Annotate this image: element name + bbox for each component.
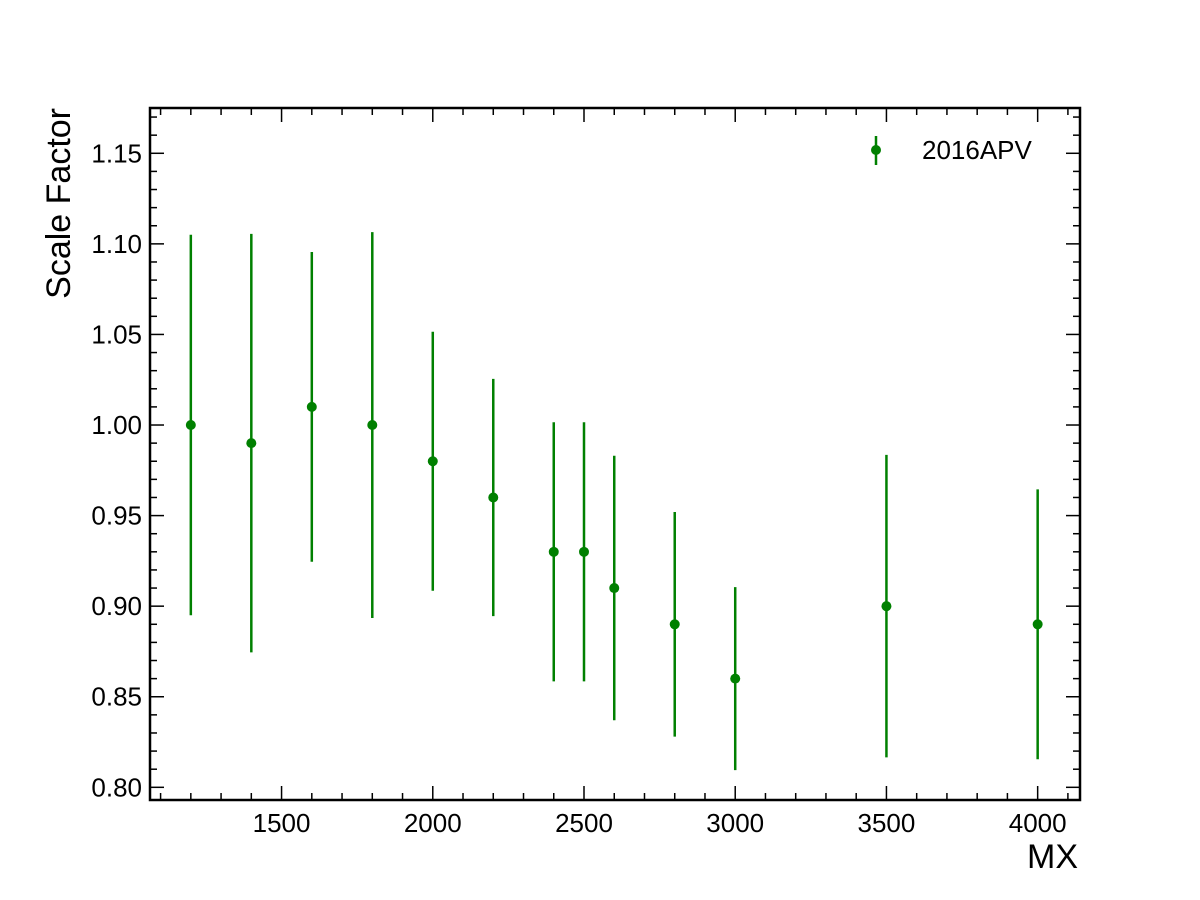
data-point: [1032, 619, 1043, 630]
legend-marker: [871, 145, 881, 155]
y-tick-label: 1.15: [91, 138, 142, 168]
y-tick-label: 0.80: [91, 772, 142, 802]
data-point: [488, 492, 499, 503]
error-bars: [189, 232, 1039, 771]
data-point: [427, 456, 438, 467]
legend-label: 2016APV: [922, 135, 1033, 165]
data-point: [548, 546, 559, 557]
data-points: [185, 401, 1043, 684]
x-axis-title: MX: [1027, 838, 1078, 876]
data-point: [246, 438, 257, 449]
y-tick-label: 0.85: [91, 682, 142, 712]
data-point: [730, 673, 741, 684]
x-tick-label: 3000: [706, 808, 764, 838]
data-point: [306, 401, 317, 412]
x-tick-label: 1500: [253, 808, 311, 838]
x-tick-label: 2500: [555, 808, 613, 838]
plot-frame: [148, 106, 1082, 802]
data-point: [881, 601, 892, 612]
y-tick-label: 0.95: [91, 501, 142, 531]
x-tick-label: 3500: [858, 808, 916, 838]
data-point: [185, 420, 196, 431]
y-tick-label: 1.05: [91, 319, 142, 349]
data-point: [669, 619, 680, 630]
data-point: [367, 420, 378, 431]
x-tick-label: 4000: [1009, 808, 1067, 838]
y-tick-label: 1.10: [91, 229, 142, 259]
x-tick-label: 2000: [404, 808, 462, 838]
data-point: [579, 546, 589, 557]
data-point: [609, 583, 620, 594]
y-tick-label: 0.90: [91, 591, 142, 621]
y-tick-label: 1.00: [91, 410, 142, 440]
y-axis-title: Scale Factor: [40, 108, 78, 299]
tick-labels: 1500 2000 2500 3000 3500 4000 0.80 0.85 0.90 0.95…: [91, 138, 1066, 838]
legend: 2016APV: [871, 135, 1033, 165]
